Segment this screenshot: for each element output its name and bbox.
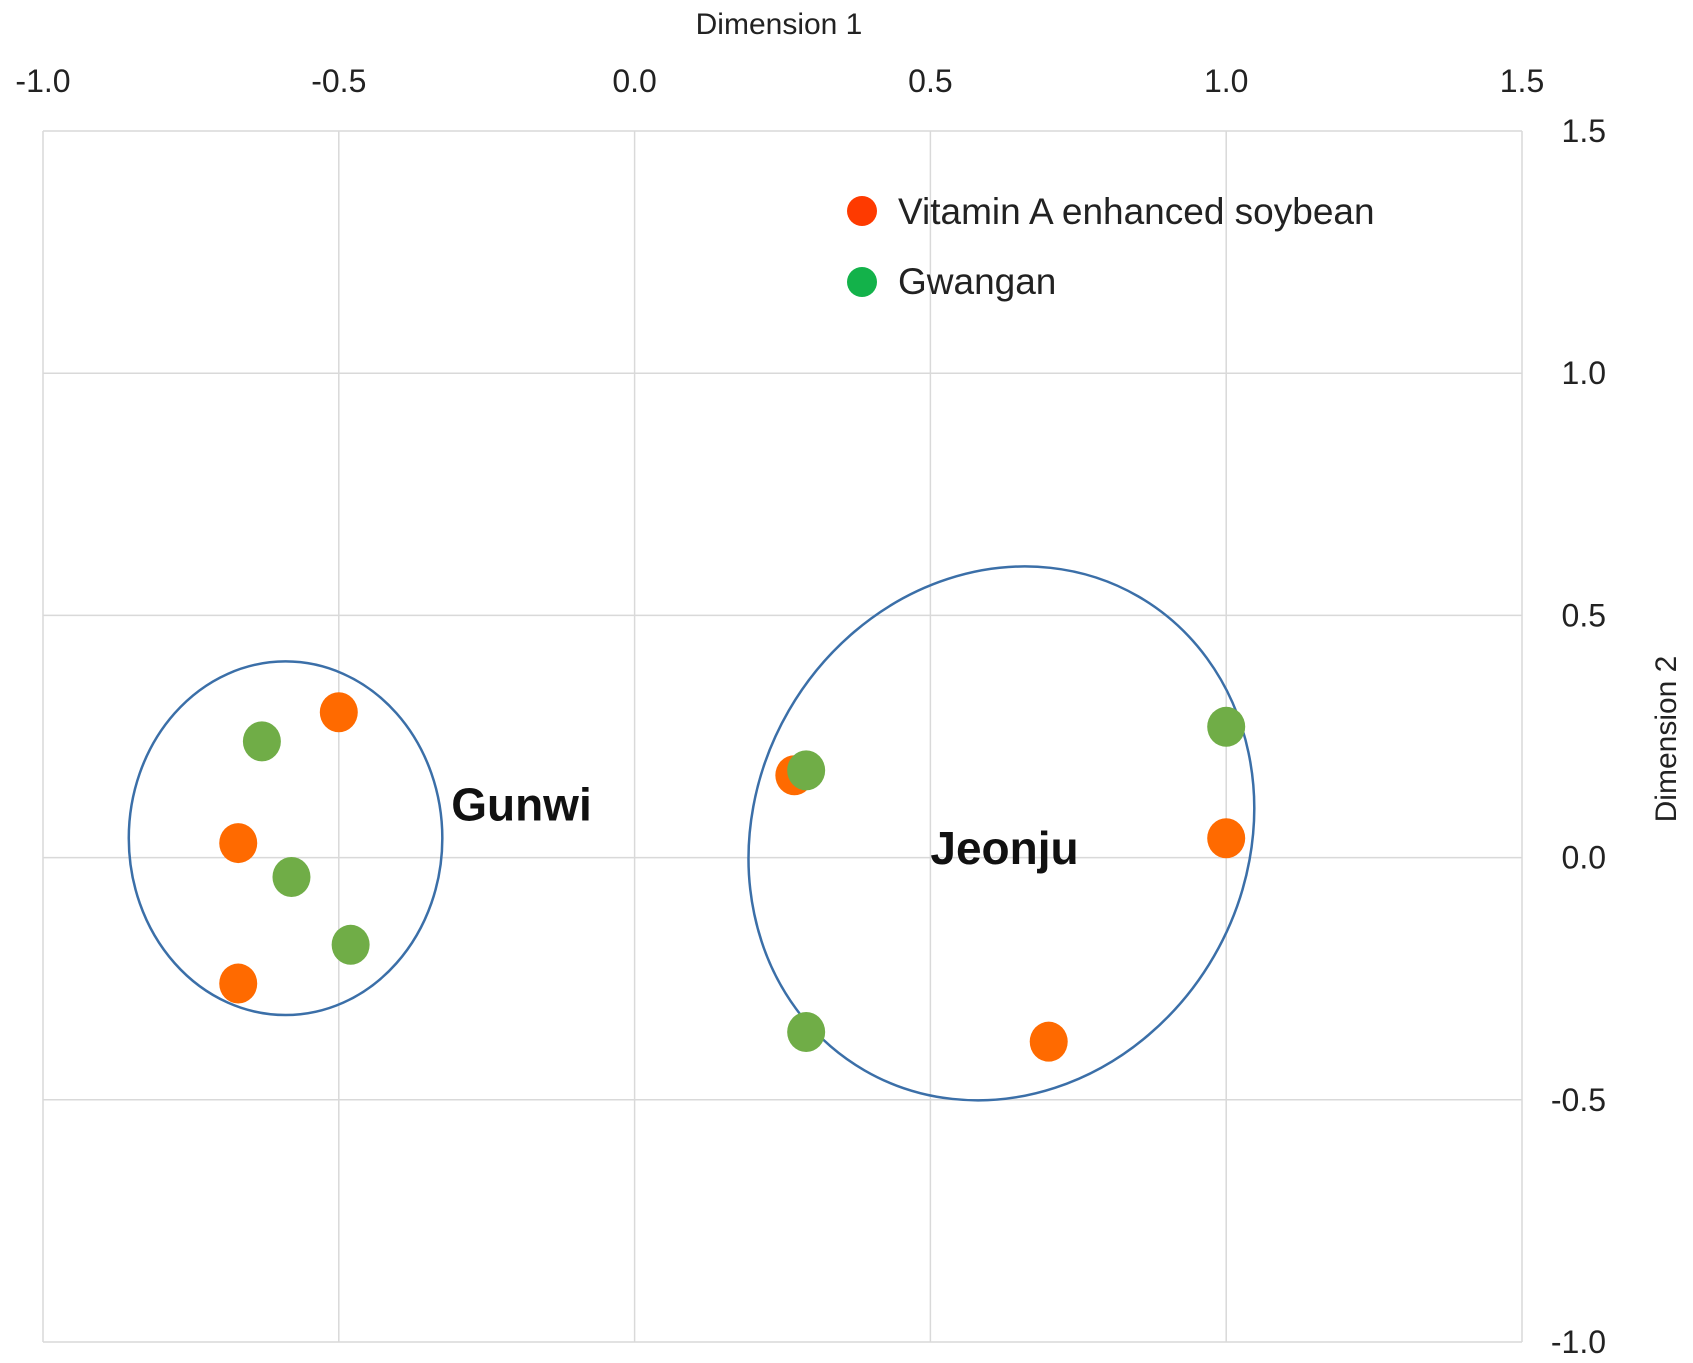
legend: Vitamin A enhanced soybean Gwangan <box>847 191 1375 302</box>
vitamin-a-point <box>319 692 358 733</box>
cluster-ellipse-jeonju <box>747 565 1256 1102</box>
x-tick-label: -1.0 <box>15 63 70 99</box>
x-tick-label: 1.0 <box>1204 63 1248 99</box>
gwangan-point <box>242 721 281 762</box>
x-tick-label: 1.5 <box>1500 63 1544 99</box>
gwangan-point <box>331 924 370 965</box>
gwangan-point <box>272 856 311 897</box>
gwangan-point <box>787 1011 826 1052</box>
cluster-label-gunwi: Gunwi <box>451 778 592 830</box>
x-tick-label: 0.0 <box>612 63 656 99</box>
x-axis-title: Dimension 1 <box>696 8 863 41</box>
y-tick-label: 0.0 <box>1562 840 1606 876</box>
tick-labels: -1.0 -0.5 0.0 0.5 1.0 1.5 1.5 1.0 0.5 0.0 -0.5 -1.0 <box>15 63 1606 1360</box>
y-tick-label: 0.5 <box>1562 597 1606 633</box>
cluster-labels: Gunwi Jeonju <box>451 778 1078 874</box>
cluster-ellipses <box>127 565 1256 1102</box>
vitamin-a-point <box>219 963 258 1004</box>
vitamin-a-point <box>1029 1021 1068 1062</box>
y-tick-label: -0.5 <box>1551 1082 1606 1118</box>
legend-label-gwangan: Gwangan <box>898 261 1056 302</box>
cluster-ellipse-gunwi <box>127 660 444 1017</box>
legend-marker-gwangan <box>847 267 877 297</box>
y-axis-title: Dimension 2 <box>1650 656 1683 823</box>
vitamin-a-point <box>1207 818 1246 859</box>
legend-label-vitamin-a: Vitamin A enhanced soybean <box>898 191 1375 232</box>
legend-marker-vitamin-a <box>847 196 877 226</box>
data-points <box>219 692 1246 1062</box>
gwangan-point <box>787 750 826 791</box>
vitamin-a-point <box>219 823 258 864</box>
y-tick-label: 1.0 <box>1562 355 1606 391</box>
y-tick-label: 1.5 <box>1562 113 1606 149</box>
cluster-label-jeonju: Jeonju <box>930 822 1078 874</box>
x-tick-label: -0.5 <box>311 63 366 99</box>
x-tick-label: 0.5 <box>908 63 952 99</box>
y-tick-label: -1.0 <box>1551 1324 1606 1358</box>
gwangan-point <box>1207 706 1246 747</box>
